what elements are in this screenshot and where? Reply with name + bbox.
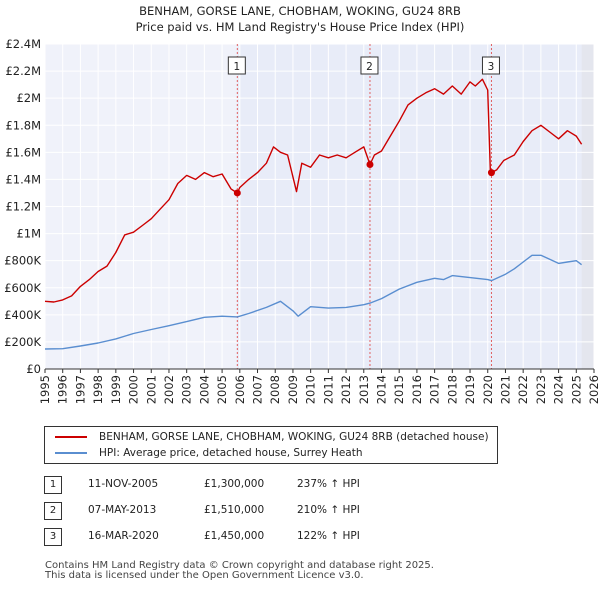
legend-swatch-hpi <box>55 452 87 454</box>
x-tick-label: 2016 <box>410 375 424 404</box>
x-tick-label: 2020 <box>481 375 495 404</box>
x-tick-label: 2004 <box>197 375 211 404</box>
legend-item-property: BENHAM, GORSE LANE, CHOBHAM, WOKING, GU2… <box>55 429 489 445</box>
y-tick-label: £1.2M <box>5 200 41 214</box>
y-tick-label: £1.8M <box>5 118 41 132</box>
footer: Contains HM Land Registry data © Crown c… <box>45 561 434 581</box>
x-tick-label: 2023 <box>534 375 548 404</box>
x-tick-label: 2007 <box>251 375 265 404</box>
x-tick-label: 2015 <box>392 375 406 404</box>
sale-hpi-change: 122% ↑ HPI <box>297 530 360 542</box>
x-tick-label: 1999 <box>109 375 123 404</box>
hpi-line <box>44 254 583 350</box>
chart-title: BENHAM, GORSE LANE, CHOBHAM, WOKING, GU2… <box>139 4 461 18</box>
sale-hpi-change: 210% ↑ HPI <box>297 504 360 516</box>
y-tick-label: £400K <box>4 308 41 322</box>
x-tick-label: 2010 <box>304 375 318 404</box>
sale-marker-2: 2 <box>44 502 62 520</box>
sale-marker-1: 1 <box>44 476 62 494</box>
x-tick-label: 2006 <box>233 375 247 404</box>
legend-label-property: BENHAM, GORSE LANE, CHOBHAM, WOKING, GU2… <box>99 431 489 443</box>
x-tick-label: 2013 <box>357 375 371 404</box>
x-tick-label: 2019 <box>463 375 477 404</box>
sale-date: 16-MAR-2020 <box>88 530 159 542</box>
x-tick-label: 2002 <box>162 375 176 404</box>
x-tick-label: 2009 <box>286 375 300 404</box>
x-tick-label: 1995 <box>38 375 52 404</box>
x-tick-label: 2022 <box>516 375 530 404</box>
x-tick-label: 2025 <box>569 375 583 404</box>
y-tick-label: £800K <box>4 254 41 268</box>
x-tick-label: 2008 <box>268 375 282 404</box>
y-tick-label: £600K <box>4 281 41 295</box>
x-tick-label: 2011 <box>321 375 335 404</box>
sale-point <box>233 189 241 197</box>
chart-legend: BENHAM, GORSE LANE, CHOBHAM, WOKING, GU2… <box>44 426 498 464</box>
legend-swatch-property <box>55 436 87 438</box>
x-tick-label: 2003 <box>180 375 194 404</box>
y-tick-label: £1M <box>16 227 41 241</box>
legend-label-hpi: HPI: Average price, detached house, Surr… <box>99 447 363 459</box>
sale-label: 3 <box>488 61 495 73</box>
sale-price: £1,510,000 <box>204 504 265 516</box>
x-tick-label: 2024 <box>552 375 566 404</box>
y-tick-label: £0 <box>26 362 41 376</box>
y-tick-label: £1.6M <box>5 145 41 159</box>
x-tick-label: 2005 <box>215 375 229 404</box>
x-tick-label: 1998 <box>91 375 105 404</box>
sale-label-box <box>360 56 379 75</box>
sale-label: 2 <box>366 61 373 73</box>
y-tick-label: £2.4M <box>5 37 41 51</box>
footer-licence: This data is licensed under the Open Gov… <box>45 570 364 581</box>
sale-date: 07-MAY-2013 <box>88 504 157 516</box>
x-tick-label: 1996 <box>56 375 70 404</box>
x-tick-label: 2001 <box>144 375 158 404</box>
y-tick-label: £1.4M <box>5 172 41 186</box>
x-tick-label: 2012 <box>339 375 353 404</box>
sale-label-box <box>481 56 500 75</box>
sale-label: 1 <box>233 61 240 73</box>
chart-subtitle: Price paid vs. HM Land Registry's House … <box>135 20 465 34</box>
x-tick-label: 1997 <box>73 375 87 404</box>
x-tick-label: 2026 <box>587 375 600 404</box>
sale-price: £1,300,000 <box>204 478 265 490</box>
x-tick-label: 2000 <box>127 375 141 404</box>
x-tick-label: 2017 <box>428 375 442 404</box>
footer-copyright: Contains HM Land Registry data © Crown c… <box>45 560 434 571</box>
y-tick-label: £2.2M <box>5 64 41 78</box>
legend-item-hpi: HPI: Average price, detached house, Surr… <box>55 445 362 461</box>
sale-hpi-change: 237% ↑ HPI <box>297 478 360 490</box>
y-tick-label: £200K <box>4 335 41 349</box>
sale-date: 11-NOV-2005 <box>88 478 159 490</box>
price-chart: £0 £200K £400K £600K £800K £1M £1.2M £1.4M £1.6M… <box>4 37 600 404</box>
sale-point <box>366 161 374 169</box>
y-tick-label: £2M <box>16 91 41 105</box>
x-tick-label: 2021 <box>498 375 512 404</box>
x-tick-label: 2018 <box>445 375 459 404</box>
x-tick-label: 2014 <box>375 375 389 404</box>
sale-label-box <box>227 56 246 75</box>
sale-price: £1,450,000 <box>204 530 265 542</box>
sale-marker-3: 3 <box>44 528 62 546</box>
sale-point <box>487 169 495 177</box>
